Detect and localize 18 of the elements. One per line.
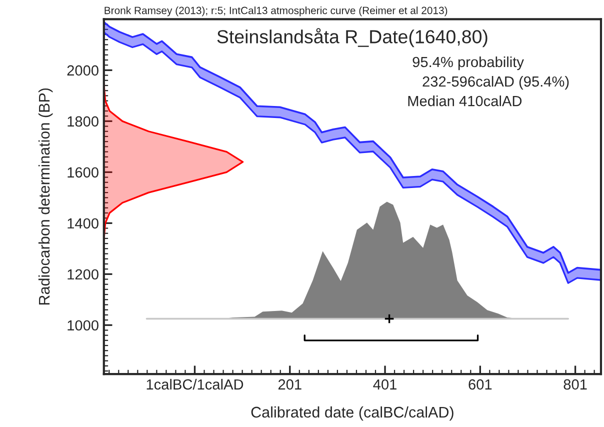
y-axis-title: Radiocarbon determination (BP) <box>38 88 53 304</box>
text: Bronk Ramsey (2013); r:5; IntCal13 atmospheric curve (Reimer et al 2013) <box>104 6 448 16</box>
y-tick-label: 1800 <box>68 116 98 127</box>
x-axis-title: Calibrated date (calBC/calAD) <box>251 406 454 421</box>
y-tick-label: 1200 <box>68 269 98 280</box>
annotation: Median 410calAD <box>408 96 522 106</box>
annotation: 232-596calAD (95.4%) <box>422 76 569 90</box>
x-tick-label: 401 <box>373 379 396 390</box>
chart-title: Steinslandsåta R_Date(1640,80) <box>217 28 488 48</box>
y-tick-label: 2000 <box>67 65 98 76</box>
x-tick-label: 1calBC/1calAD <box>146 378 244 390</box>
x-tick-label: 601 <box>468 379 492 390</box>
y-tick-label: 1400 <box>68 218 98 229</box>
x-tick-label: 801 <box>564 379 587 390</box>
x-tick-label: 201 <box>278 379 302 390</box>
y-tick-label: 1600 <box>68 167 98 178</box>
y-tick-label: 1000 <box>68 320 98 331</box>
annotation: 95.4% probability <box>412 56 524 70</box>
